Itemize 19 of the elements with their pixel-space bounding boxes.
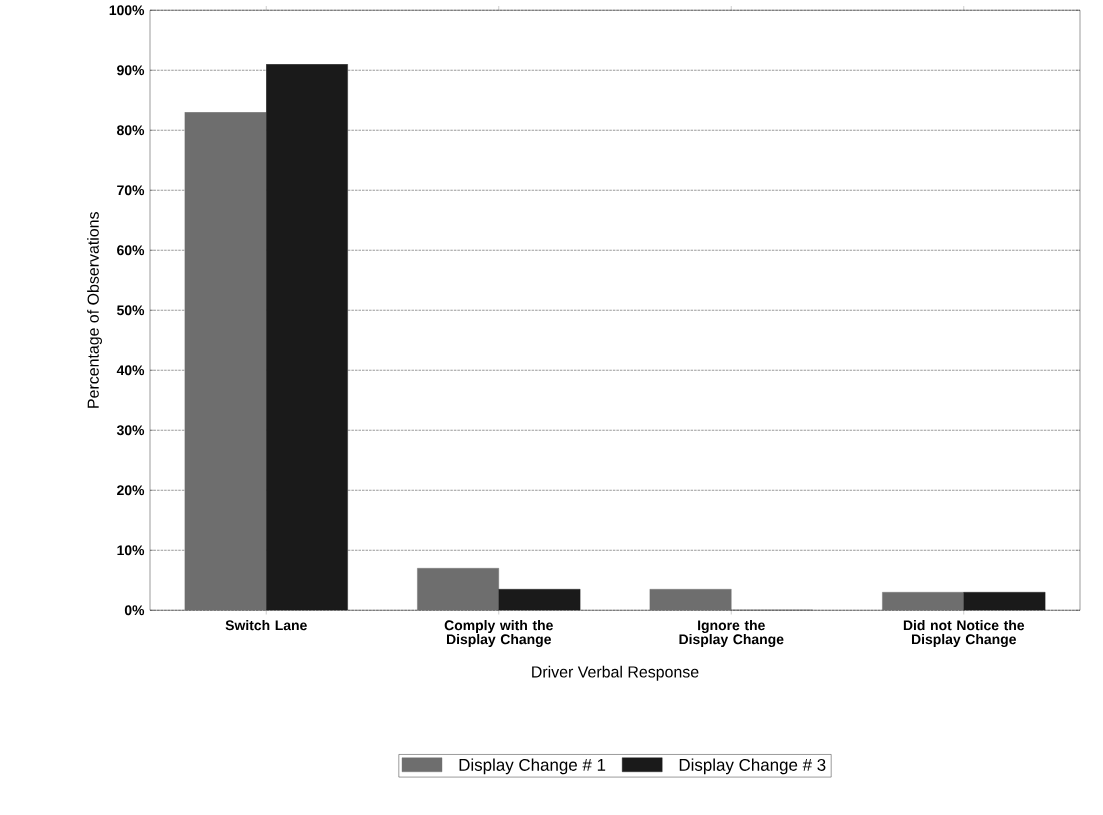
y-tick-label: 20% [117,485,145,496]
y-tick-label: 40% [116,365,145,376]
x-tick-label: Ignore the Display Change [679,619,784,647]
x-tick-label: Comply with the Display Change [444,619,553,647]
y-tick-label: 90% [117,65,145,76]
y-tick-label: 10% [117,545,145,556]
legend-label: Display Change # 1 [459,758,606,775]
y-tick-label: 100% [109,5,145,16]
x-axis-title: Driver Verbal Response [532,665,699,681]
x-tick-label: Did not Notice the Display Change [903,619,1025,647]
y-tick-label: 50% [117,305,145,316]
y-tick-label: 80% [117,125,145,136]
x-tick-label: Switch Lane [225,619,307,631]
y-tick-label: 30% [116,425,145,436]
y-tick-label: 60% [117,245,145,256]
y-axis-title: Percentage of Observations [87,211,102,408]
y-tick-label: 0% [124,605,145,616]
y-tick-label: 70% [117,185,145,196]
legend-label: Display Change # 3 [679,758,826,775]
